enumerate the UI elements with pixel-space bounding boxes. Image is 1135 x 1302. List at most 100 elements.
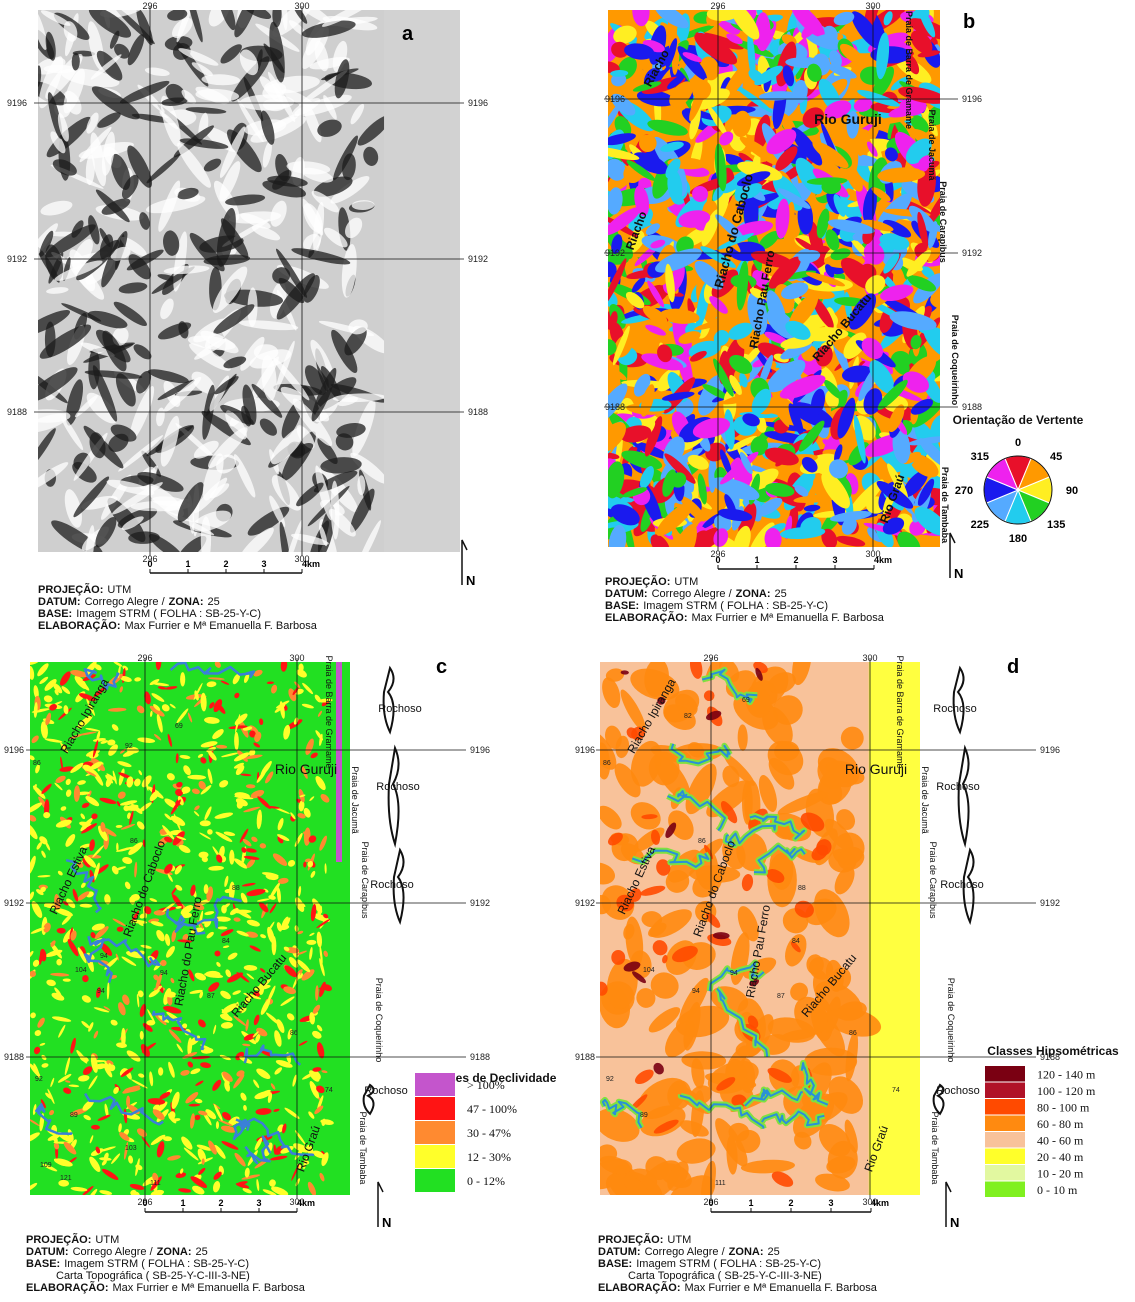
grid-label: 9192 xyxy=(470,898,490,908)
spot-height: 84 xyxy=(222,938,230,945)
map-image xyxy=(17,0,460,583)
north-label: N xyxy=(950,1215,959,1230)
place-label: Praia de Jacumã xyxy=(350,766,360,834)
grid-label: 9196 xyxy=(7,98,27,108)
legend-swatch xyxy=(415,1097,455,1120)
credit-part: ZONA: xyxy=(729,1246,764,1258)
spot-height: 86 xyxy=(849,1030,857,1037)
spot-height: 94 xyxy=(100,953,108,960)
legend-swatch xyxy=(415,1073,455,1096)
scale-label: 4km xyxy=(297,1198,315,1208)
legend-label: 120 - 140 m xyxy=(1037,1067,1096,1081)
credit-part: UTM xyxy=(674,576,698,588)
spot-height: 94 xyxy=(160,970,168,977)
place-label: Praia de Carapibus xyxy=(360,841,370,919)
credit-part: BASE: xyxy=(26,1258,60,1270)
scale-label: 1 xyxy=(748,1198,753,1208)
coastal-lowland xyxy=(869,662,920,1195)
spot-height: 87 xyxy=(777,993,785,1000)
rocky-outcrop xyxy=(384,668,394,732)
north-label: N xyxy=(382,1215,391,1230)
credit-part: 25 xyxy=(208,596,220,608)
legend-swatch xyxy=(985,1165,1025,1181)
legend-label: 60 - 80 m xyxy=(1037,1117,1084,1131)
coastal-plain xyxy=(384,10,460,552)
grid-label: 9188 xyxy=(4,1052,24,1062)
credit-part: Corrego Alegre / xyxy=(73,1246,154,1258)
grid-label: 9196 xyxy=(605,94,625,104)
spot-height: 89 xyxy=(640,1112,648,1119)
grid-label: 9192 xyxy=(575,898,595,908)
place-label: Praia de Jacumã xyxy=(927,109,937,181)
legend-label: 12 - 30% xyxy=(467,1150,511,1164)
legend-label: 225 xyxy=(971,519,989,531)
credit-line: DATUM:Corrego Alegre /ZONA:25 xyxy=(598,1246,780,1258)
spot-height: 69 xyxy=(742,697,750,704)
credit-part: BASE: xyxy=(605,600,639,612)
legend-swatch xyxy=(415,1145,455,1168)
grid-label: 9188 xyxy=(468,407,488,417)
credit-line: Carta Topográfica ( SB-25-Y-C-III-3-NE) xyxy=(628,1270,822,1282)
credit-line: ELABORAÇÃO:Max Furrier e Mª Emanuella F.… xyxy=(598,1281,878,1294)
credit-part: UTM xyxy=(95,1234,119,1246)
north-label: N xyxy=(954,566,963,581)
grid-label: 296 xyxy=(142,1,157,11)
legend-swatch xyxy=(985,1083,1025,1099)
credit-part: 25 xyxy=(196,1246,208,1258)
spot-height: 92 xyxy=(606,1076,614,1083)
place-label: Praia de Tambaba xyxy=(930,1112,940,1185)
spot-height: 94 xyxy=(97,988,105,995)
scale-label: 1 xyxy=(185,559,190,569)
credit-part: DATUM: xyxy=(605,588,648,600)
credit-line: BASE:Imagem STRM ( FOLHA : SB-25-Y-C) xyxy=(38,608,261,620)
credit-line: PROJEÇÃO:UTM xyxy=(38,583,131,596)
credit-part: ZONA: xyxy=(736,588,771,600)
grid-label: 9192 xyxy=(1040,898,1060,908)
place-label: Praia de Carapibus xyxy=(928,841,938,919)
grid-label: 9192 xyxy=(4,898,24,908)
rocky-outcrop xyxy=(389,748,399,844)
scale-label: 2 xyxy=(793,555,798,565)
grid-label: 9192 xyxy=(962,248,982,258)
legend-title: Classes Hipsométricas xyxy=(987,1044,1119,1058)
grid-label: 9188 xyxy=(470,1052,490,1062)
legend-label: 315 xyxy=(971,451,989,463)
place-label: Praia de Barra de Gramame xyxy=(324,655,334,768)
credit-part: Imagem STRM ( FOLHA : SB-25-Y-C) xyxy=(76,608,261,620)
spot-height: 94 xyxy=(730,970,738,977)
spot-height: 94 xyxy=(692,988,700,995)
grid-label: 9196 xyxy=(962,94,982,104)
credit-line: Carta Topográfica ( SB-25-Y-C-III-3-NE) xyxy=(56,1270,250,1282)
legend-swatch xyxy=(985,1116,1025,1132)
place-label: Rio Guruji xyxy=(845,761,907,777)
place-label: Rio Guruji xyxy=(814,111,882,127)
grid-label: 9196 xyxy=(4,745,24,755)
credit-line: ELABORAÇÃO:Max Furrier e Mª Emanuella F.… xyxy=(605,611,885,624)
spot-height: 87 xyxy=(207,993,215,1000)
scale-label: 0 xyxy=(147,559,152,569)
place-label: Rochoso xyxy=(940,879,983,891)
north-label: N xyxy=(466,573,475,588)
place-label: Rochoso xyxy=(376,781,419,793)
credit-part: Carta Topográfica ( SB-25-Y-C-III-3-NE) xyxy=(56,1270,250,1282)
grid-label: 300 xyxy=(289,653,304,663)
legend-title: Orientação de Vertente xyxy=(953,413,1084,427)
place-label: Praia de Tambaba xyxy=(358,1112,368,1185)
panel-letter: c xyxy=(436,656,447,678)
panel-letter: b xyxy=(963,11,975,33)
scale-label: 0 xyxy=(708,1198,713,1208)
spot-height: 86 xyxy=(290,1030,298,1037)
hypso-patch xyxy=(611,950,625,965)
panel-letter: d xyxy=(1007,656,1019,678)
grid-label: 9196 xyxy=(575,745,595,755)
map-image xyxy=(578,642,920,1222)
legend-swatch xyxy=(415,1121,455,1144)
spot-height: 88 xyxy=(798,885,806,892)
credit-part: DATUM: xyxy=(598,1246,641,1258)
credit-part: 25 xyxy=(768,1246,780,1258)
spot-height: 121 xyxy=(60,1175,72,1182)
legend-label: 135 xyxy=(1047,519,1065,531)
scale-label: 4km xyxy=(871,1198,889,1208)
credit-part: ELABORAÇÃO: xyxy=(605,611,688,624)
spot-height: 86 xyxy=(33,760,41,767)
